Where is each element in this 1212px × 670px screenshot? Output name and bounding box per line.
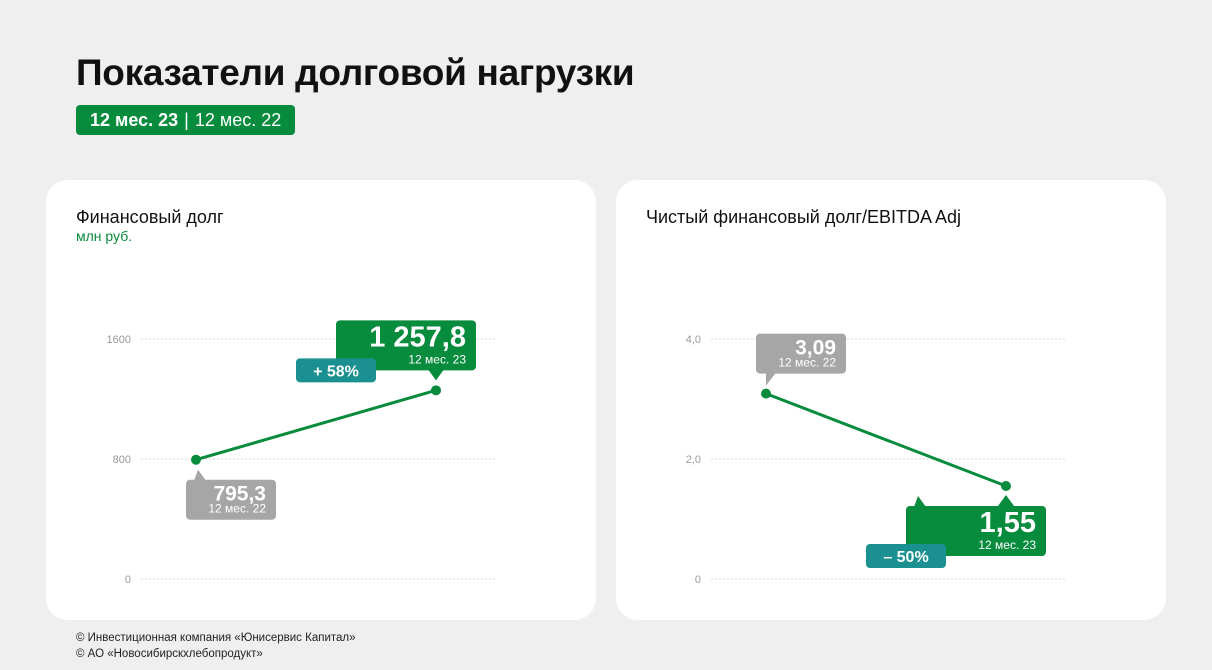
net-debt-ebitda-card: Чистый финансовый долг/EBITDA Adj 0 2,0 4,… xyxy=(616,180,1166,620)
change-badge-value: + 58% xyxy=(313,363,359,380)
callout-period: 12 мес. 22 xyxy=(208,502,266,516)
value-callout: 1 257,812 мес. 23 xyxy=(336,320,476,381)
y-tick-label: 1600 xyxy=(107,334,131,346)
chart-unit: млн руб. xyxy=(76,228,133,244)
callout-box xyxy=(756,333,846,374)
chart-title: Чистый финансовый долг/EBITDA Adj xyxy=(646,207,962,227)
callout-pointer xyxy=(998,495,1014,506)
data-point xyxy=(761,388,771,399)
series-line xyxy=(195,388,437,462)
callout-period: 12 мес. 23 xyxy=(978,538,1036,552)
y-tick-label: 800 xyxy=(113,454,131,466)
callout-value: 1 257,8 xyxy=(369,321,466,353)
change-badge: + 58% xyxy=(296,358,376,383)
data-point xyxy=(431,385,441,396)
period-previous-label: 12 мес. 22 xyxy=(194,109,282,130)
value-callout: 795,312 мес. 22 xyxy=(186,469,276,520)
change-badge-box xyxy=(296,358,376,383)
callout-pointer xyxy=(914,496,926,507)
callout-pointer xyxy=(428,369,444,381)
period-separator: | xyxy=(184,109,189,130)
callout-box xyxy=(906,506,1046,556)
change-badge: – 50% xyxy=(866,544,946,568)
callout-box xyxy=(336,320,476,371)
page-title: Показатели долговой нагрузки xyxy=(76,52,635,93)
financial-debt-chart: 0 800 1600 795,312 мес. 22 1 257,812 мес. 23… xyxy=(107,320,496,586)
change-badge-value: – 50% xyxy=(883,549,928,566)
data-point xyxy=(1001,481,1011,491)
period-legend-badge: 12 мес. 23 | 12 мес. 22 xyxy=(76,105,296,135)
callout-pointer xyxy=(766,372,776,386)
y-tick-label: 0 xyxy=(695,574,701,586)
callout-pointer xyxy=(194,469,206,481)
period-current-label: 12 мес. 23 xyxy=(90,109,179,130)
callout-value: 1,55 xyxy=(980,507,1036,539)
callout-box xyxy=(186,479,276,520)
callout-value: 3,09 xyxy=(795,336,836,359)
callout-period: 12 мес. 23 xyxy=(408,352,466,366)
copyright-line: © Инвестиционная компания «Юнисервис Кап… xyxy=(76,632,356,644)
data-point xyxy=(191,454,201,465)
callout-value: 795,3 xyxy=(213,483,266,506)
change-badge-box xyxy=(866,544,946,568)
series-line xyxy=(765,392,1007,488)
y-tick-label: 4,0 xyxy=(686,334,701,346)
footer-copyright: © Инвестиционная компания «Юнисервис Кап… xyxy=(76,630,356,662)
callout-period: 12 мес. 22 xyxy=(778,356,836,370)
chart-title: Финансовый долг xyxy=(76,207,224,227)
y-tick-label: 2,0 xyxy=(686,454,701,466)
copyright-line: © АО «Новосибирскхлебопродукт» xyxy=(76,648,263,660)
y-tick-label: 0 xyxy=(125,574,131,586)
financial-debt-card: Финансовый долг млн руб. 0 800 1600 795,3 12… xyxy=(46,180,596,620)
